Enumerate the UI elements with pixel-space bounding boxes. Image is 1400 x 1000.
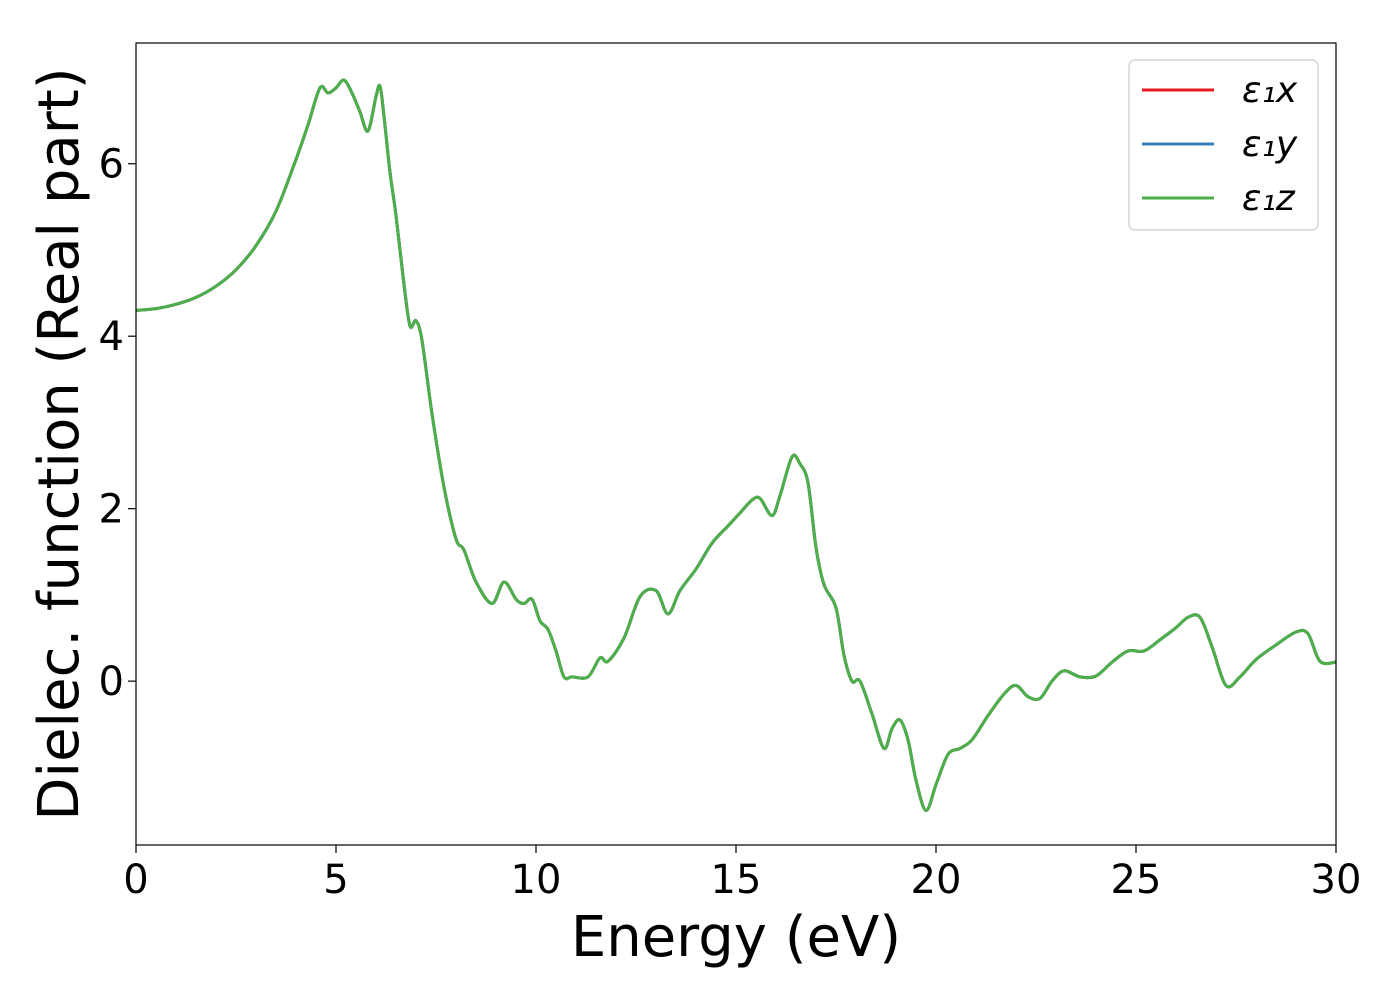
y-axis-label: Dielec. function (Real part)	[27, 67, 92, 820]
x-tick-label: 0	[123, 857, 148, 903]
y-tick-label: 0	[99, 659, 124, 705]
y-axis: 0 2 4 6	[99, 142, 136, 705]
series-line-3	[136, 78, 1336, 813]
y-tick-label: 2	[99, 487, 124, 533]
legend: ε₁x ε₁y ε₁z	[1128, 59, 1319, 231]
legend-box	[1128, 59, 1319, 231]
y-tick-label: 6	[99, 142, 124, 188]
x-axis-label: Energy (eV)	[571, 905, 901, 970]
y-tick-label: 4	[99, 314, 124, 360]
x-tick-label: 25	[1111, 857, 1162, 903]
series-layer	[136, 78, 1336, 813]
x-axis: 0 5 10 15 20 25 30	[123, 845, 1361, 903]
x-tick-label: 5	[323, 857, 348, 903]
legend-label-1: ε₁x	[1242, 70, 1298, 111]
x-tick-label: 20	[911, 857, 962, 903]
x-tick-label: 30	[1311, 857, 1362, 903]
legend-label-3: ε₁z	[1242, 178, 1296, 219]
x-tick-label: 10	[511, 857, 562, 903]
legend-label-2: ε₁y	[1242, 124, 1298, 165]
x-tick-label: 15	[711, 857, 762, 903]
